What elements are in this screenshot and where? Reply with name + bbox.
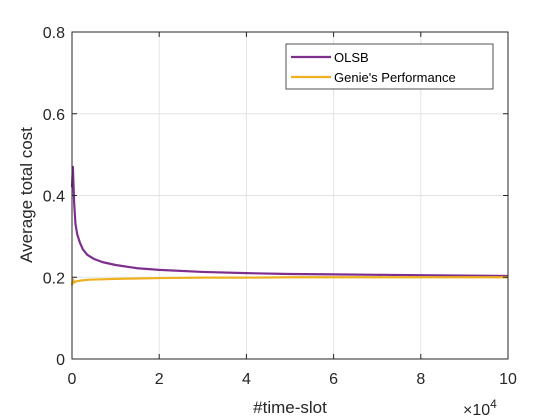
y-tick-label: 0.8: [43, 25, 65, 42]
ticks: 0 2 4 6 8 10 0 0.2 0.4 0.6 0.8: [43, 25, 517, 388]
legend-label-olsb: OLSB: [334, 50, 369, 65]
legend: OLSB Genie's Performance: [285, 43, 494, 90]
x-axis-label: #time-slot: [253, 398, 327, 417]
y-tick-label: 0.4: [43, 189, 65, 206]
x-exponent-power: 4: [490, 397, 497, 411]
x-tick-label: 10: [499, 371, 517, 388]
y-tick-label: 0: [56, 352, 65, 369]
x-tick-label: 4: [242, 371, 251, 388]
x-exponent-label: ×104: [463, 397, 497, 419]
legend-label-genie: Genie's Performance: [334, 70, 456, 85]
x-exponent-base: ×10: [463, 402, 490, 419]
x-tick-label: 6: [329, 371, 338, 388]
series-line-1: [70, 276, 508, 286]
y-tick-label: 0.6: [43, 107, 65, 124]
x-tick-label: 8: [416, 371, 425, 388]
y-axis-label: Average total cost: [17, 127, 36, 263]
y-tick-label: 0.2: [43, 270, 65, 287]
x-tick-label: 2: [155, 371, 164, 388]
series-layer: [70, 165, 509, 286]
legend-box: [285, 43, 494, 90]
series-line-0: [70, 165, 509, 278]
x-tick-label: 0: [68, 371, 77, 388]
